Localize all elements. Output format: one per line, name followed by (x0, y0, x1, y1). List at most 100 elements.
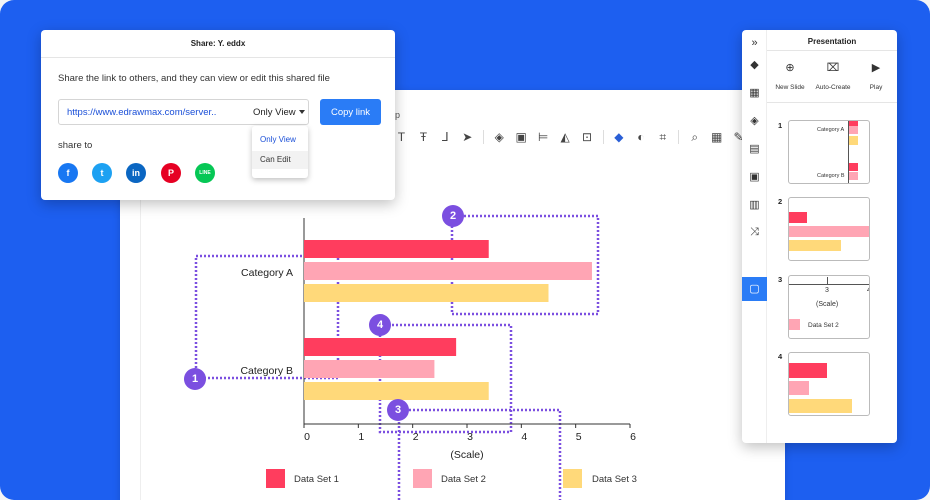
x-tick-label: 1 (358, 431, 364, 443)
pinterest-icon[interactable]: P (161, 163, 181, 183)
text-tool-icon[interactable]: Ŧ (419, 130, 428, 144)
share-to-label: share to (58, 140, 93, 151)
play-button[interactable]: ▶ Play (854, 61, 898, 94)
play-label: Play (869, 84, 883, 91)
slide-thumbnail-3[interactable]: 3 4 (Scale) Data Set 2 (788, 275, 870, 339)
x-tick-label: 5 (576, 431, 582, 443)
copy-link-button[interactable]: Copy link (320, 99, 381, 125)
thumb-tick-label: 4 (867, 287, 869, 294)
divider (767, 102, 897, 103)
slide-thumbnail-4[interactable] (788, 352, 870, 416)
thumb-bar (789, 212, 807, 223)
editor-toolbar: T Ŧ ⅃ ➤ ◈ ▣ ⊨ ◭ ⊡ ◆ ◐ ⌗ ⌕ ▦ ✎ (395, 126, 745, 148)
thumb-legend-label: Data Set 2 (808, 322, 839, 329)
slide-number: 4 (778, 352, 783, 361)
presentation-panel: » ◆ ▦ ◈ ▤ ▣ ▥ ⤨ ▢ Presentation ⊕ New Sli… (742, 30, 897, 443)
x-tick-label: 3 (467, 431, 473, 443)
pointer-icon[interactable]: ➤ (462, 130, 473, 144)
share-link-url[interactable]: https://www.edrawmax.com/server.. (67, 107, 217, 118)
shuffle-icon[interactable]: ⤨ (750, 226, 759, 238)
linkedin-icon[interactable]: in (126, 163, 146, 183)
zoom-icon[interactable]: ⌕ (691, 129, 699, 144)
thumb-bar (849, 136, 858, 145)
facebook-icon[interactable]: f (58, 163, 78, 183)
fill-icon[interactable]: ◆ (614, 130, 624, 144)
image-icon[interactable]: ▣ (749, 171, 760, 183)
crop-icon[interactable]: ⊡ (581, 130, 593, 144)
legend-label: Data Set 1 (294, 474, 339, 485)
permission-select[interactable]: Only View (253, 107, 296, 118)
bar-data-set-1 (304, 338, 457, 356)
plus-circle-icon: ⊕ (785, 62, 795, 74)
bar-data-set-3 (304, 284, 549, 302)
legend-label: Data Set 3 (592, 474, 637, 485)
line-icon[interactable]: LINE (195, 163, 215, 183)
slide-number: 3 (778, 275, 783, 284)
x-tick-label: 0 (304, 431, 310, 443)
new-slide-button[interactable]: ⊕ New Slide (768, 61, 812, 94)
slide-thumbnail-2[interactable] (788, 197, 870, 261)
thumb-category-label: Category A (817, 127, 845, 133)
layers-icon[interactable]: ◈ (750, 115, 759, 127)
thumb-tick (827, 277, 828, 284)
thumb-axis (848, 121, 849, 183)
play-icon: ▶ (871, 62, 881, 74)
category-label: Category B (240, 365, 293, 377)
legend-label: Data Set 2 (441, 474, 486, 485)
thumb-bar (849, 172, 858, 180)
callout-box-3 (397, 408, 562, 500)
auto-create-button[interactable]: ⌧ Auto-Create (811, 61, 855, 94)
thumb-scale-label: (Scale) (816, 301, 839, 308)
pen-icon[interactable]: ✎ (733, 130, 744, 144)
rail-active-highlight (742, 277, 767, 301)
presentation-icon[interactable]: ▢ (749, 283, 760, 295)
table-icon[interactable]: ▦ (710, 130, 723, 144)
group-icon[interactable]: ▣ (515, 130, 527, 144)
legend-swatch-data-set-3 (563, 469, 582, 488)
permission-menu: Only View Can Edit (252, 126, 308, 178)
thumb-category-label: Category B (817, 173, 845, 179)
auto-create-icon: ⌧ (826, 62, 840, 74)
slide-number: 1 (778, 121, 783, 130)
thumb-bar (789, 363, 827, 378)
align-icon[interactable]: ⊨ (537, 130, 549, 144)
callout-1: 1 (184, 368, 206, 390)
flip-icon[interactable]: ◭ (560, 130, 570, 144)
bar-data-set-3 (304, 382, 489, 400)
twitter-icon[interactable]: t (92, 163, 112, 183)
slide-number: 2 (778, 197, 783, 206)
building-icon[interactable]: ▥ (749, 199, 760, 211)
thumb-bar (849, 163, 858, 171)
callout-3: 3 (387, 399, 409, 421)
presentation-title: Presentation (807, 37, 857, 46)
grid-icon[interactable]: ▦ (749, 87, 760, 99)
slide-thumbnail-1[interactable]: Category A Category B (788, 120, 870, 184)
opacity-icon[interactable]: ⌗ (659, 129, 667, 144)
document-icon[interactable]: ▤ (749, 143, 760, 155)
bar-data-set-2 (304, 262, 592, 280)
chevron-down-icon[interactable] (299, 110, 305, 114)
line-color-icon[interactable]: ◐ (637, 130, 645, 144)
bar-data-set-1 (304, 240, 489, 258)
layers-icon[interactable]: ◈ (494, 130, 504, 144)
thumb-bar (789, 226, 869, 237)
menu-fragment[interactable]: lp (393, 110, 401, 120)
x-tick-label: 6 (630, 431, 636, 443)
callout-box-4 (378, 323, 513, 434)
toolbar-divider (678, 130, 680, 144)
thumb-axis (789, 284, 869, 285)
paint-bucket-icon[interactable]: ◆ (750, 59, 759, 71)
text-tool-icon[interactable]: T (397, 130, 406, 144)
thumb-bar (789, 240, 841, 251)
permission-option-only-view[interactable]: Only View (260, 135, 296, 144)
connector-icon[interactable]: ⅃ (442, 130, 449, 144)
collapse-icon[interactable]: » (751, 36, 758, 49)
share-link-field[interactable]: https://www.edrawmax.com/server.. Only V… (58, 99, 309, 125)
x-tick-label: 4 (521, 431, 527, 443)
permission-option-can-edit[interactable]: Can Edit (260, 155, 291, 164)
permission-option-highlight (252, 151, 308, 169)
divider (767, 50, 897, 51)
thumb-bar (789, 381, 809, 395)
